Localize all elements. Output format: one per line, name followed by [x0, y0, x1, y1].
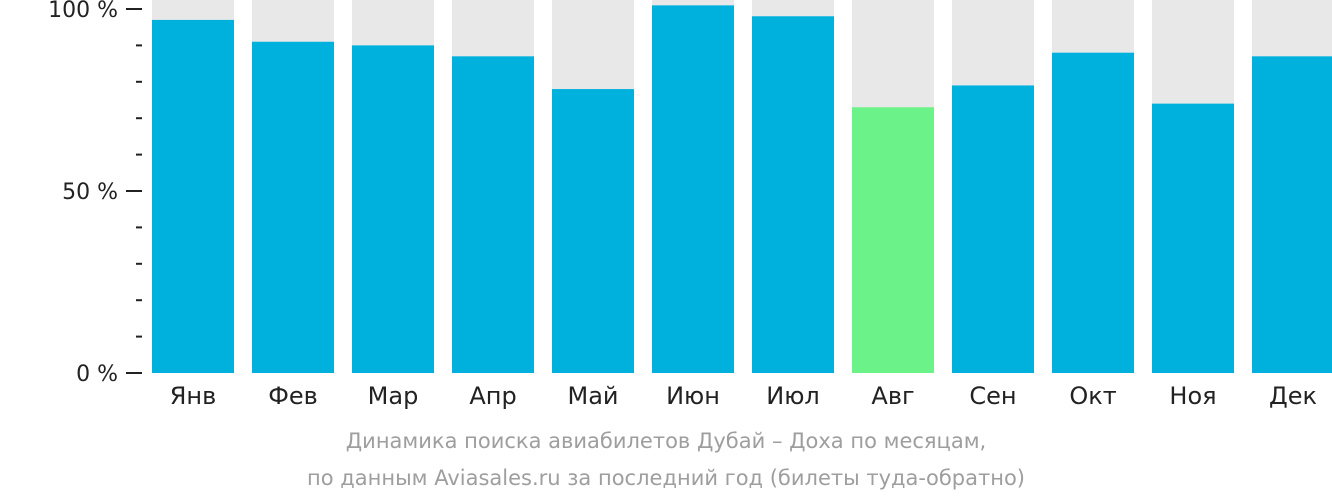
bar-6 — [652, 5, 734, 374]
x-tick-label: Авг — [871, 382, 914, 410]
x-tick-label: Ноя — [1169, 382, 1216, 410]
bar-9 — [952, 85, 1034, 373]
bar-1 — [152, 19, 234, 373]
chart-caption-line2: по данным Aviasales.ru за последний год … — [307, 466, 1025, 490]
x-tick-label: Сен — [969, 382, 1016, 410]
bar-chart: 100 % 50 % 0 % Янв Фев Мар Апр Май Июн Июл Авг Сен О… — [48, 0, 1332, 410]
bar-5 — [552, 89, 634, 373]
x-tick-label: Окт — [1069, 382, 1116, 410]
bar-12 — [1252, 56, 1332, 373]
y-tick-label: 100 % — [48, 0, 118, 23]
x-tick-label: Июл — [766, 382, 820, 410]
y-tick-label: 0 % — [76, 362, 118, 387]
bar-3 — [352, 45, 434, 374]
x-tick-label: Мар — [368, 382, 419, 410]
x-tick-label: Янв — [170, 382, 217, 410]
x-tick-label: Апр — [469, 382, 516, 410]
x-tick-label: Фев — [268, 382, 318, 410]
y-tick-label: 50 % — [62, 180, 118, 205]
chart-caption-line1: Динамика поиска авиабилетов Дубай – Доха… — [345, 429, 987, 453]
bar-10 — [1052, 52, 1134, 374]
x-tick-label: Июн — [666, 382, 720, 410]
bar-11 — [1152, 103, 1234, 373]
x-tick-label: Май — [567, 382, 618, 410]
bar-7 — [752, 16, 834, 374]
bar-4 — [452, 56, 534, 373]
x-tick-label: Дек — [1269, 382, 1317, 410]
bar-8 — [852, 107, 934, 373]
bar-2 — [252, 41, 334, 373]
